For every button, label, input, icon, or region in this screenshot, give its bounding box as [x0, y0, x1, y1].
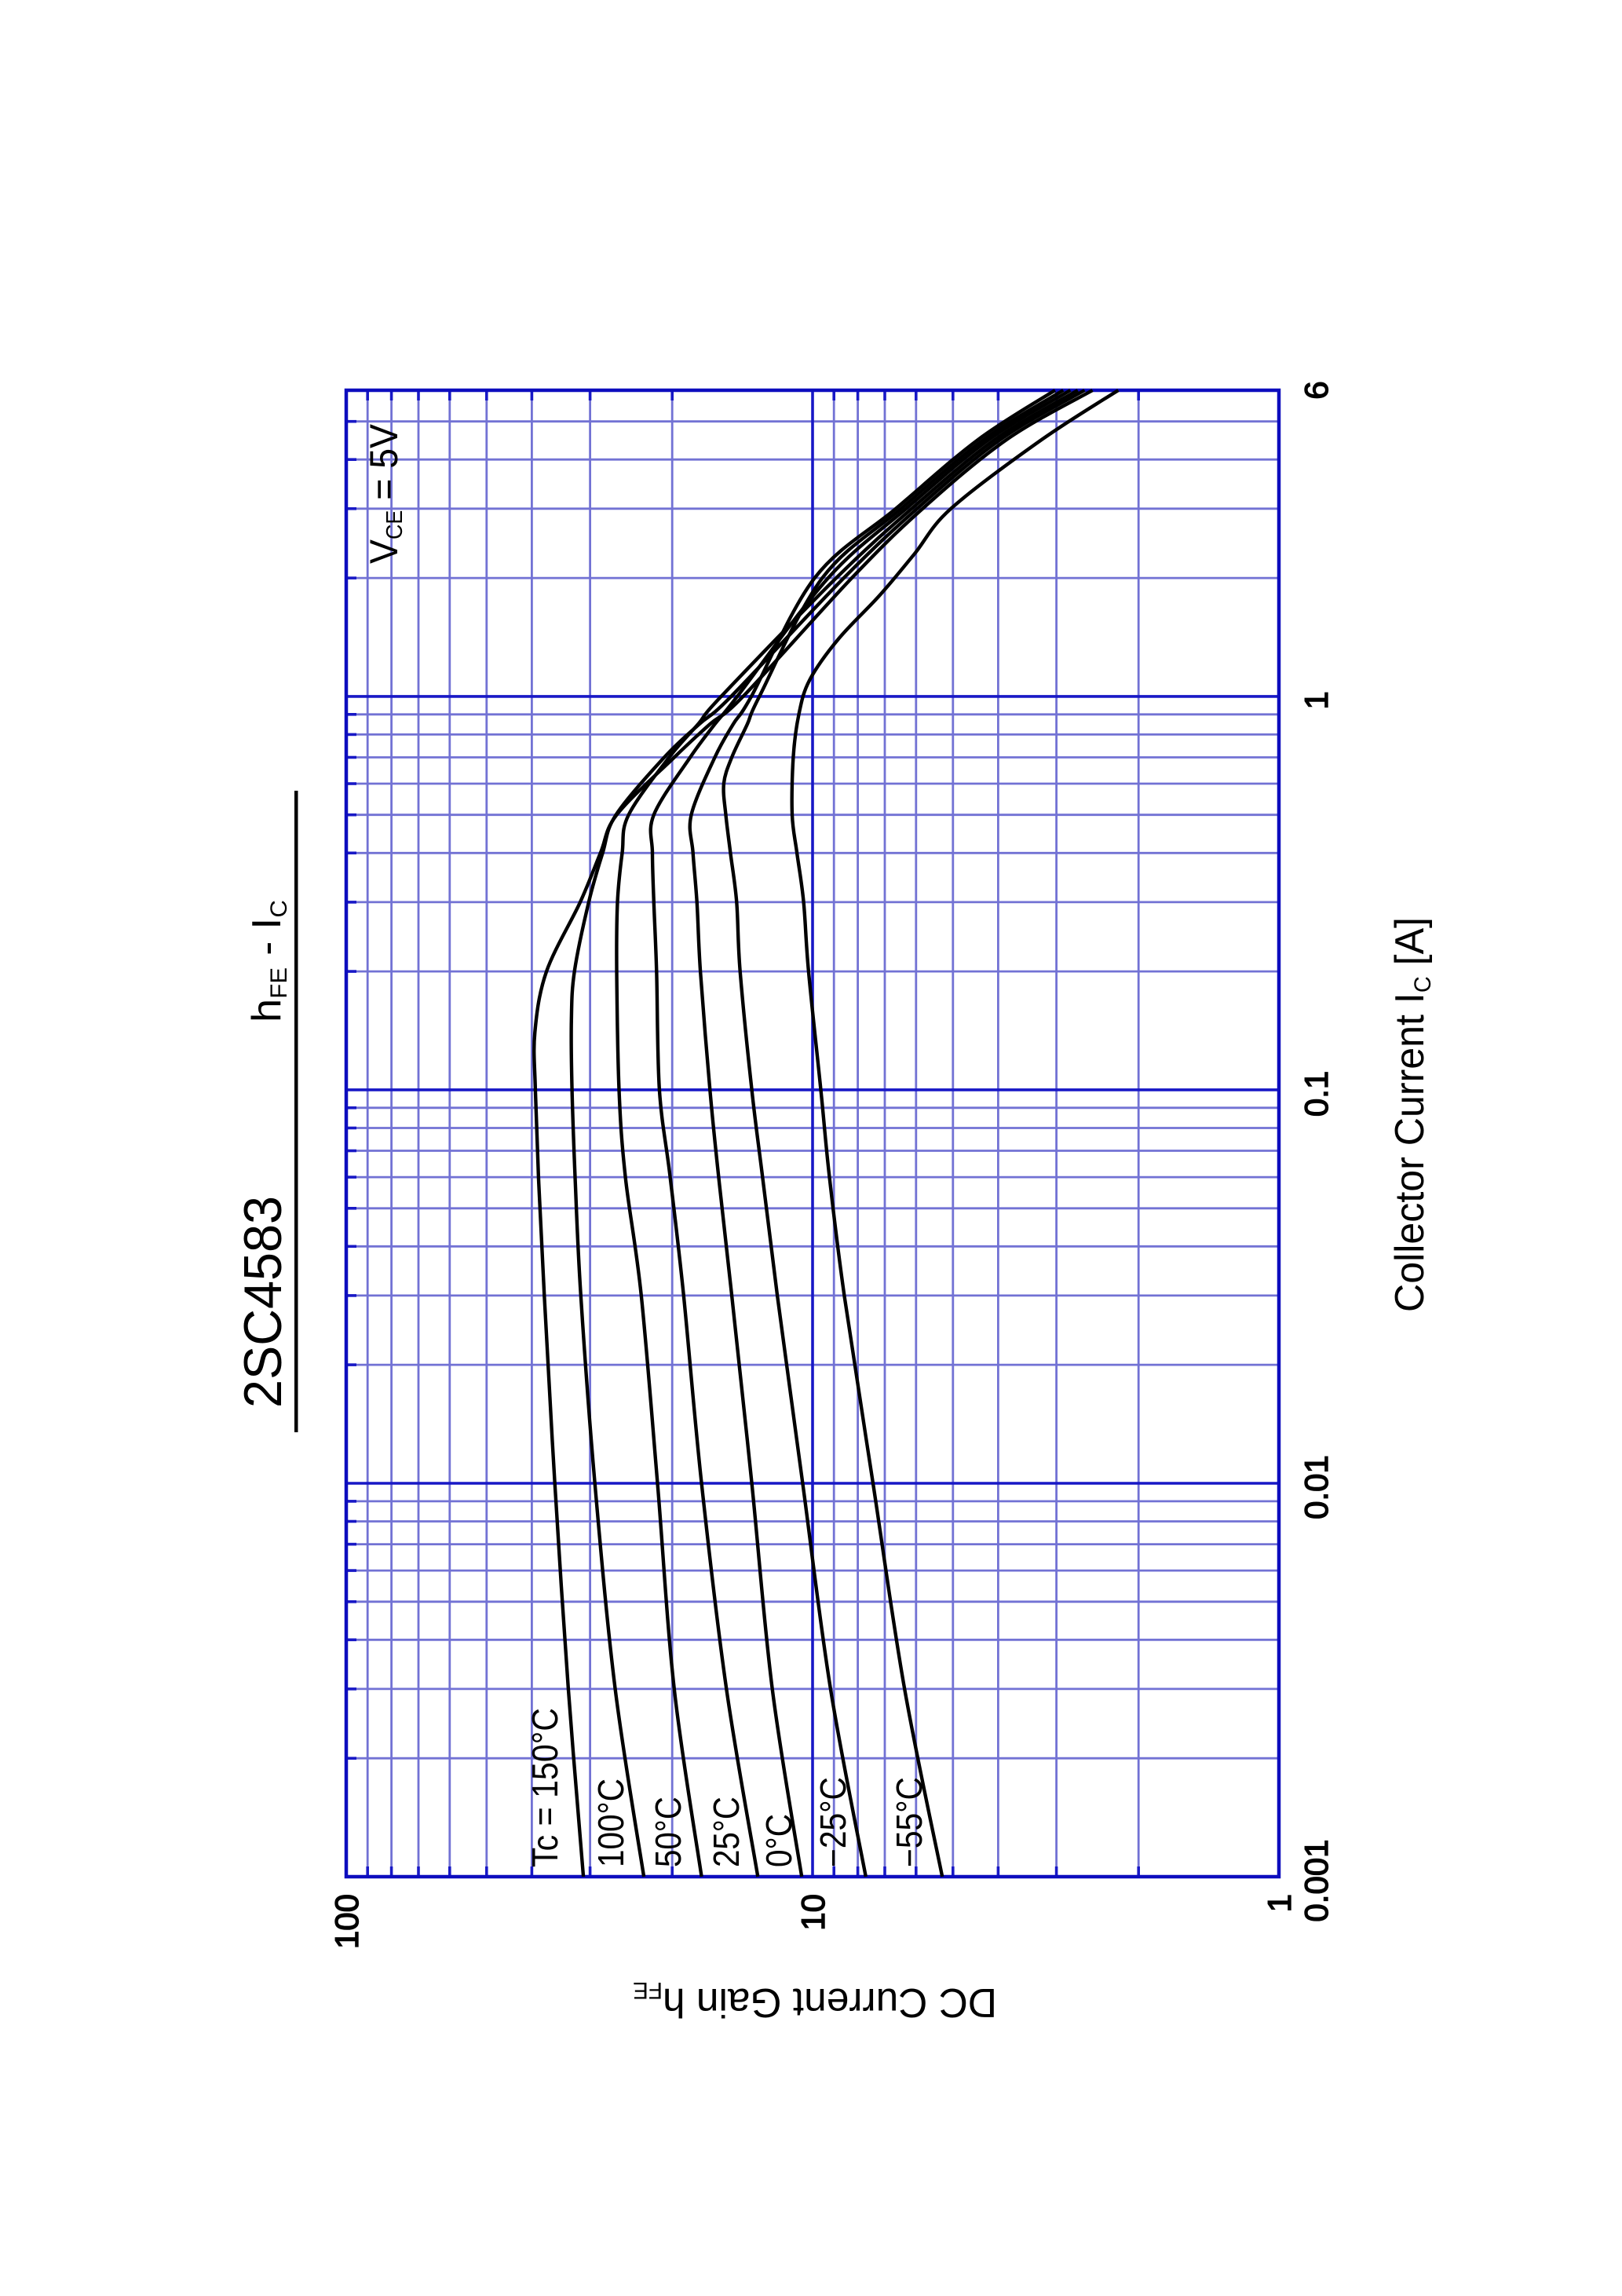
svg-text:VCE = 5V: VCE = 5V [362, 423, 407, 564]
svg-text:0.01: 0.01 [1298, 1455, 1335, 1519]
svg-text:1: 1 [1261, 1894, 1298, 1912]
svg-text:0°C: 0°C [758, 1814, 799, 1867]
svg-text:25°C: 25°C [706, 1797, 747, 1867]
svg-text:2SC4583: 2SC4583 [233, 1196, 293, 1408]
svg-text:10: 10 [795, 1894, 831, 1931]
svg-text:hFE - IC: hFE - IC [244, 900, 292, 1022]
svg-text:Tc = 150°C: Tc = 150°C [524, 1708, 565, 1867]
svg-text:−25°C: −25°C [813, 1777, 853, 1867]
svg-text:100°C: 100°C [590, 1779, 631, 1867]
svg-text:0.001: 0.001 [1298, 1839, 1335, 1921]
svg-text:Collector Current IC [A]: Collector Current IC [A] [1387, 917, 1436, 1312]
svg-text:100: 100 [328, 1894, 365, 1949]
svg-text:0.1: 0.1 [1298, 1071, 1335, 1117]
svg-text:6: 6 [1298, 381, 1335, 399]
svg-text:50°C: 50°C [648, 1797, 689, 1867]
svg-text:1: 1 [1298, 691, 1335, 709]
svg-text:−55°C: −55°C [889, 1777, 930, 1867]
svg-text:DC Current Gain hFE: DC Current Gain hFE [633, 1977, 997, 2025]
